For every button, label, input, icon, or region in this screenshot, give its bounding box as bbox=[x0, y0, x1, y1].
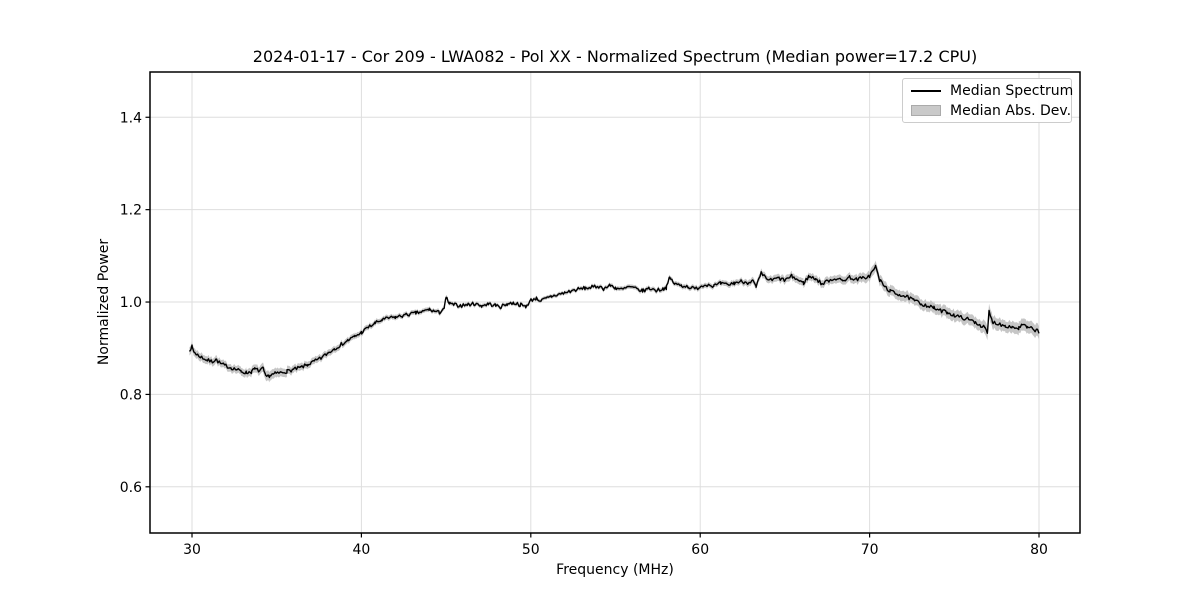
legend-label-median-abs-dev: Median Abs. Dev. bbox=[950, 102, 1072, 119]
y-tick-label-0.6: 0.6 bbox=[120, 480, 142, 496]
legend: Median Spectrum Median Abs. Dev. bbox=[902, 78, 1073, 123]
chart-title: 2024-01-17 - Cor 209 - LWA082 - Pol XX -… bbox=[252, 47, 978, 66]
legend-row-median-spectrum: Median Spectrum bbox=[911, 82, 1073, 100]
median-abs-dev-patch-icon bbox=[911, 105, 941, 116]
x-tick-label-60: 60 bbox=[691, 542, 709, 558]
x-tick-label-40: 40 bbox=[352, 542, 370, 558]
y-tick-label-1.2: 1.2 bbox=[120, 203, 142, 219]
y-tick-label-0.8: 0.8 bbox=[120, 387, 142, 403]
legend-label-median-spectrum: Median Spectrum bbox=[950, 82, 1074, 99]
median-abs-dev-band bbox=[189, 260, 1040, 383]
legend-row-median-abs-dev: Median Abs. Dev. bbox=[911, 102, 1071, 120]
y-tick-label-1.4: 1.4 bbox=[120, 110, 142, 126]
x-axis-label: Frequency (MHz) bbox=[556, 562, 674, 578]
x-tick-label-50: 50 bbox=[522, 542, 540, 558]
x-tick-label-30: 30 bbox=[183, 542, 201, 558]
y-tick-label-1: 1.0 bbox=[120, 295, 142, 311]
x-tick-label-80: 80 bbox=[1030, 542, 1048, 558]
x-tick-label-70: 70 bbox=[861, 542, 879, 558]
median-spectrum-line bbox=[188, 264, 1040, 379]
median-spectrum-line-icon bbox=[911, 89, 941, 92]
